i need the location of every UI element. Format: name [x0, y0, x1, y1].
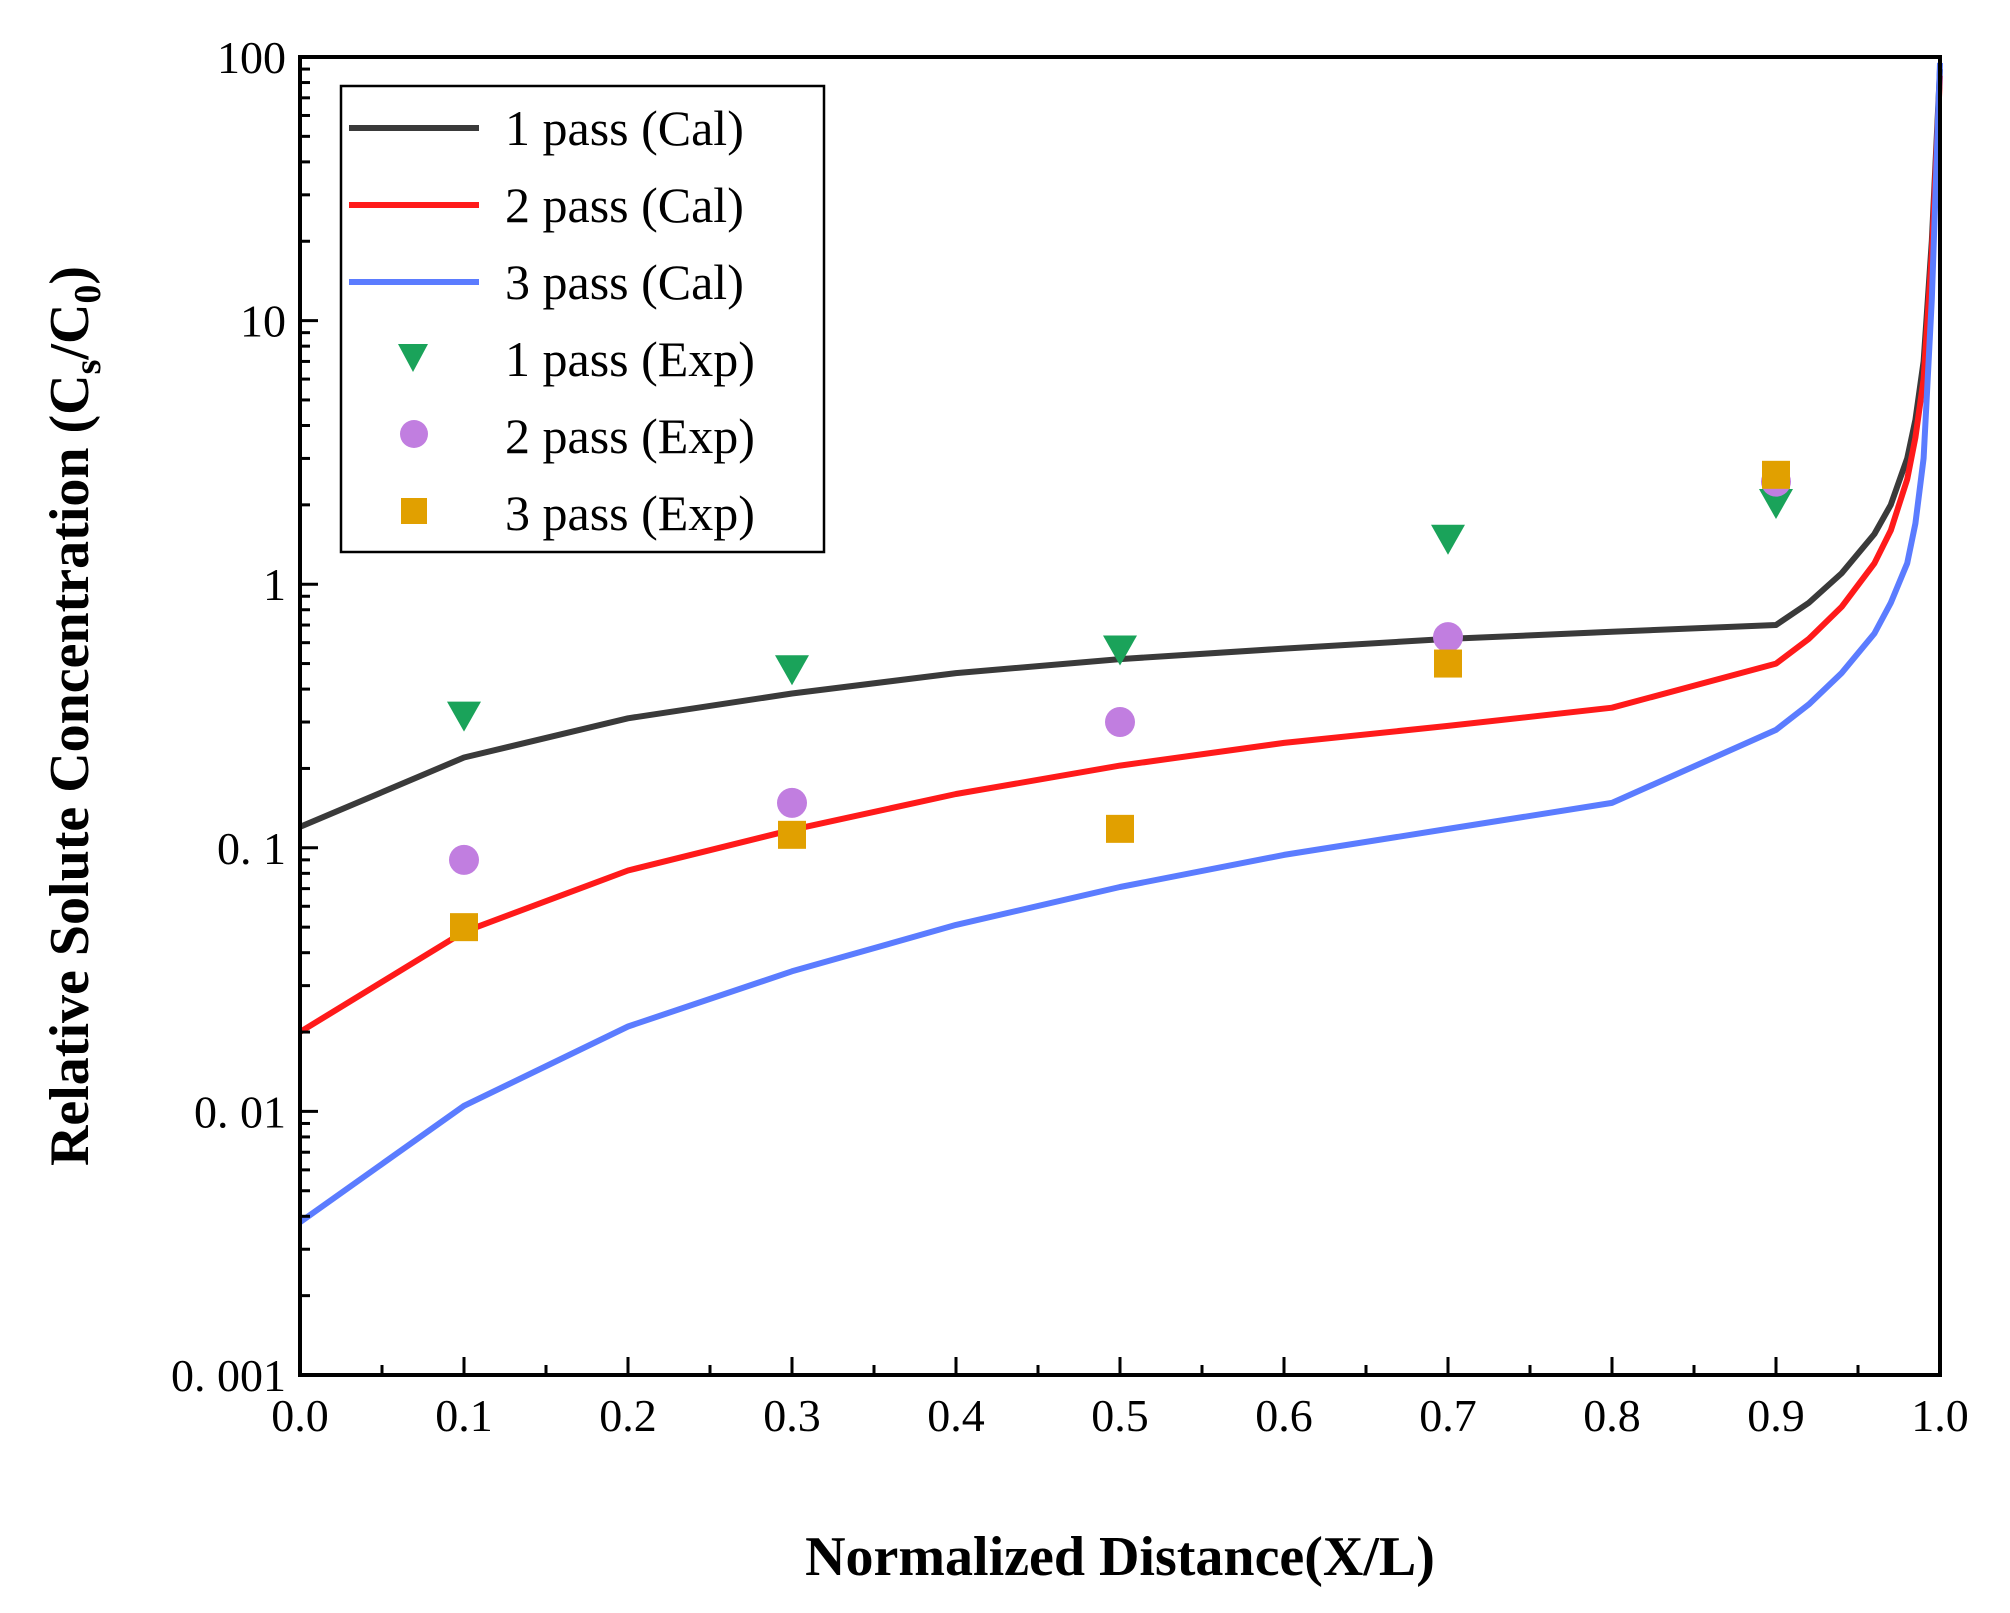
y-tick-label: 0. 1	[217, 823, 286, 874]
plot-points	[447, 460, 1793, 942]
x-axis-title: Normalized Distance(X/L)	[805, 1526, 1435, 1588]
x-tick-label: 0.1	[435, 1390, 493, 1441]
data-point-2-pass-exp	[1105, 707, 1135, 738]
y-axis-ticks	[300, 55, 318, 1377]
y-tick-label: 100	[217, 32, 286, 83]
y-tick-label: 10	[240, 296, 286, 347]
legend-swatch-3-pass-exp	[401, 498, 427, 524]
data-point-2-pass-exp	[449, 844, 479, 875]
y-axis-title: Relative Solute Concentration (Cs/C0)	[39, 266, 109, 1166]
y-tick-label: 0. 001	[171, 1350, 286, 1401]
data-point-1-pass-exp	[1103, 635, 1137, 666]
data-point-3-pass-exp	[1434, 649, 1462, 678]
x-tick-label: 0.8	[1583, 1390, 1641, 1441]
x-tick-label: 0.9	[1747, 1390, 1805, 1441]
x-axis-ticks	[298, 1357, 1942, 1375]
y-tick-label: 1	[263, 559, 286, 610]
legend: 1 pass (Cal) 2 pass (Cal) 3 pass (Cal) 1…	[339, 84, 826, 554]
data-point-1-pass-exp	[775, 655, 809, 686]
data-point-3-pass-exp	[1762, 460, 1790, 489]
legend-box	[339, 84, 826, 554]
data-point-3-pass-exp	[450, 913, 478, 942]
legend-swatch-2-pass-exp	[400, 420, 428, 448]
legend-label-2-pass-exp: 2 pass (Exp)	[505, 408, 755, 464]
series-line-3-pass-cal	[298, 62, 1943, 1225]
legend-label-1-pass-exp: 1 pass (Exp)	[505, 331, 755, 387]
y-tick-label: 0. 01	[194, 1086, 286, 1137]
legend-swatch-1-pass-exp	[398, 344, 428, 372]
data-point-3-pass-exp	[1106, 814, 1134, 843]
data-point-1-pass-exp	[447, 701, 481, 732]
legend-label-3-pass-cal: 3 pass (Cal)	[505, 254, 744, 310]
data-point-2-pass-exp	[1433, 622, 1463, 653]
legend-label-3-pass-exp: 3 pass (Exp)	[505, 485, 755, 541]
x-tick-label: 0.4	[927, 1390, 985, 1441]
x-axis-tick-labels: 0.0 0.1 0.2 0.3 0.4 0.5 0.6 0.7 0.8 0.9 1.0	[271, 1390, 1969, 1441]
x-tick-label: 0.6	[1255, 1390, 1313, 1441]
x-tick-label: 0.0	[271, 1390, 329, 1441]
x-tick-label: 0.2	[599, 1390, 657, 1441]
x-tick-label: 0.3	[763, 1390, 821, 1441]
x-tick-label: 0.7	[1419, 1390, 1477, 1441]
x-tick-label: 1.0	[1911, 1390, 1969, 1441]
x-tick-label: 0.5	[1091, 1390, 1149, 1441]
data-point-1-pass-exp	[1431, 524, 1465, 555]
legend-label-1-pass-cal: 1 pass (Cal)	[505, 100, 744, 156]
legend-label-2-pass-cal: 2 pass (Cal)	[505, 177, 744, 233]
data-point-1-pass-exp	[1759, 489, 1793, 520]
data-point-3-pass-exp	[778, 820, 806, 849]
y-axis-tick-labels: 0. 001 0. 01 0. 1 1 10 100	[171, 32, 286, 1401]
data-point-2-pass-exp	[777, 787, 807, 818]
